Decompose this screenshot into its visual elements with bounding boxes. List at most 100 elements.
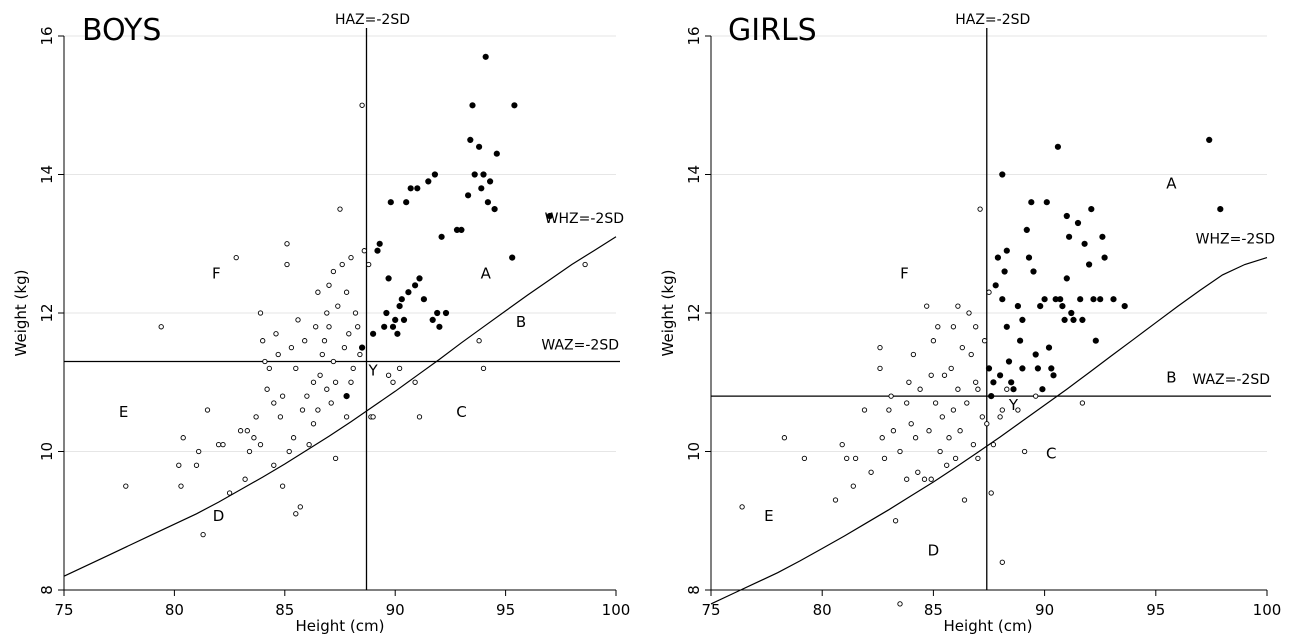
filled-data-point [1097,296,1104,303]
region-label-y: Y [1008,396,1019,414]
open-data-point [476,338,482,344]
open-data-point [850,483,856,489]
filled-data-point [482,53,489,60]
filled-data-point [1110,296,1117,303]
open-data-point [877,365,883,372]
open-data-point [946,435,952,441]
open-data-point [904,400,910,406]
region-label-e: E [119,403,128,421]
x-tick-label: 100 [602,601,631,619]
open-data-point [739,504,745,510]
open-data-point [955,303,961,309]
filled-data-point [491,206,498,213]
open-data-point [1021,448,1028,455]
filled-data-point [1048,365,1055,372]
filled-data-point [1028,199,1035,206]
open-data-point [260,338,266,344]
haz-label: HAZ=-2SD [335,12,410,28]
open-data-point [385,372,392,378]
filled-data-point [407,185,414,192]
filled-data-point [1088,206,1095,213]
open-data-point [868,469,874,475]
filled-data-point [1025,254,1033,261]
open-data-point [939,414,945,420]
region-label-c: C [1046,444,1056,462]
x-tick-label: 75 [701,601,720,619]
open-data-point [988,490,994,496]
open-data-point [973,324,979,330]
filled-data-point [412,282,419,289]
filled-data-point [425,178,432,185]
filled-data-point [1099,233,1106,240]
open-data-point [1015,407,1021,413]
filled-data-point [1032,351,1039,358]
open-data-point [220,441,226,448]
filled-data-point [420,296,428,303]
open-data-point [335,303,341,309]
girls-panel: 75 80 85 90 95 100 8 10 12 14 16 Weight (kg) Height … [659,12,1281,635]
filled-data-point [370,330,377,337]
open-data-point [313,324,319,330]
filled-data-point [465,192,472,199]
filled-data-point [1030,268,1037,275]
filled-data-point [511,102,518,109]
open-data-point [973,379,979,385]
open-data-point [237,428,244,434]
open-data-point [986,289,992,295]
open-data-point [253,414,259,420]
filled-data-point [400,316,408,324]
open-data-point [1079,400,1086,406]
open-data-point [928,476,934,482]
filled-data-point [376,240,383,247]
open-data-point [961,497,968,503]
haz-label: HAZ=-2SD [955,12,1030,28]
open-data-point [332,379,339,385]
open-data-point [997,414,1003,420]
open-data-point [196,448,202,455]
open-data-point [264,386,270,392]
open-data-point [359,102,365,108]
whz-reference-curve [63,236,617,577]
open-data-point [582,261,588,268]
filled-data-point [1217,206,1224,213]
region-label-d: D [213,507,225,525]
filled-data-point [1019,365,1026,372]
open-data-point [326,282,332,288]
open-data-point [279,483,286,489]
filled-data-point [1016,337,1024,344]
filled-data-point [1034,365,1041,372]
waz-label: WAZ=-2SD [541,337,619,353]
filled-data-point [1003,323,1010,330]
open-data-point [915,469,921,475]
filled-data-point [359,344,366,351]
open-data-point [1033,393,1039,399]
open-data-point [480,365,487,372]
y-tick-label: 12 [685,303,703,322]
filled-data-point [467,136,474,143]
waz-label: WAZ=-2SD [1192,372,1270,388]
open-data-point [852,455,859,462]
filled-data-point [994,254,1002,261]
open-data-point [200,531,206,538]
open-data-point [396,365,403,372]
open-data-point [881,455,888,462]
open-data-point [180,435,186,441]
filled-data-point [1003,247,1010,254]
filled-data-point [374,247,381,254]
open-data-point [158,324,164,330]
filled-data-point [509,254,516,261]
region-label-e: E [764,507,773,525]
open-data-point [302,338,308,344]
filled-data-point [343,393,350,400]
open-data-point [904,476,910,482]
open-data-point [326,324,332,330]
filled-data-point [392,316,399,324]
open-data-point [361,248,367,254]
chart-title: BOYS [82,13,161,48]
filled-data-point [1077,296,1084,303]
filled-data-point [383,309,390,317]
x-tick-label: 95 [496,601,515,619]
open-data-point [310,379,317,385]
filled-data-point [396,303,403,310]
filled-data-point [1050,372,1057,379]
